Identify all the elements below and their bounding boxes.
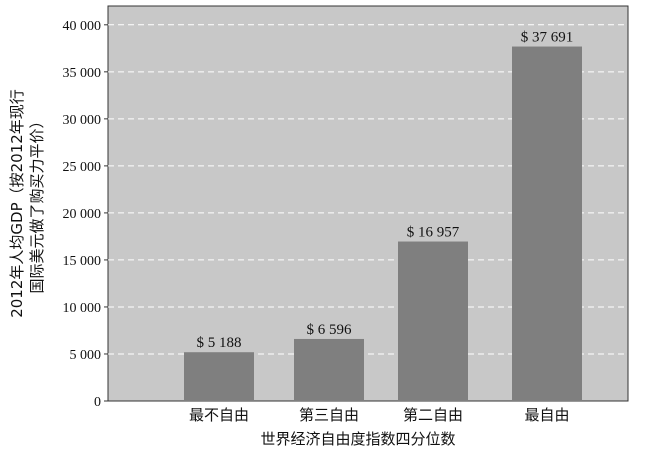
bar-data-label: $ 16 957 <box>407 225 460 241</box>
y-tick-label: 5 000 <box>70 348 102 363</box>
bar-data-label: $ 5 188 <box>197 335 242 351</box>
bar <box>184 352 254 401</box>
bar <box>512 46 582 402</box>
y-axis-title-line2: 国际美元做了购买力平价） <box>28 113 46 293</box>
bar <box>398 241 468 401</box>
x-category-label: 最不自由 <box>189 406 249 424</box>
y-axis-title: 2012年人均GDP（按2012年现行 国际美元做了购买力平价） <box>8 89 46 318</box>
y-tick-labels: 0 5 000 10 000 15 000 20 000 25 000 30 000 35 0… <box>63 19 108 410</box>
x-category-labels: 最不自由 第三自由 第二自由 最自由 <box>189 406 570 424</box>
x-category-label: 第二自由 <box>403 406 463 424</box>
y-tick-label: 0 <box>94 395 101 410</box>
x-category-label: 第三自由 <box>299 406 359 424</box>
y-tick-label: 30 000 <box>63 113 102 128</box>
x-axis-title: 世界经济自由度指数四分位数 <box>260 430 455 448</box>
bars <box>184 46 582 402</box>
y-axis-title-line1: 2012年人均GDP（按2012年现行 <box>8 89 26 318</box>
y-tick-label: 20 000 <box>63 207 102 222</box>
bar-data-label: $ 37 691 <box>521 30 574 46</box>
y-tick-label: 25 000 <box>63 160 102 175</box>
y-tick-label: 15 000 <box>63 254 102 269</box>
y-tick-label: 35 000 <box>63 66 102 81</box>
data-labels: $ 5 188 $ 6 596 $ 16 957 $ 37 691 <box>197 30 574 352</box>
x-category-label: 最自由 <box>524 406 569 424</box>
bar-data-label: $ 6 596 <box>307 322 353 338</box>
y-tick-label: 10 000 <box>63 301 102 316</box>
y-tick-label: 40 000 <box>63 19 102 34</box>
bar <box>294 338 364 401</box>
